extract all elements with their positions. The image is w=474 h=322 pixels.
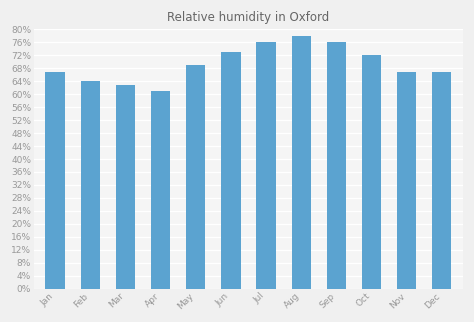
Bar	[151, 91, 170, 289]
Bar	[432, 71, 451, 289]
Bar	[256, 43, 276, 289]
Bar	[81, 81, 100, 289]
Bar	[116, 84, 135, 289]
Bar	[46, 71, 65, 289]
Bar	[221, 52, 240, 289]
Bar	[397, 71, 416, 289]
Bar	[292, 36, 311, 289]
Bar	[362, 55, 381, 289]
Bar	[327, 43, 346, 289]
Title: Relative humidity in Oxford: Relative humidity in Oxford	[167, 11, 329, 24]
Bar	[186, 65, 205, 289]
